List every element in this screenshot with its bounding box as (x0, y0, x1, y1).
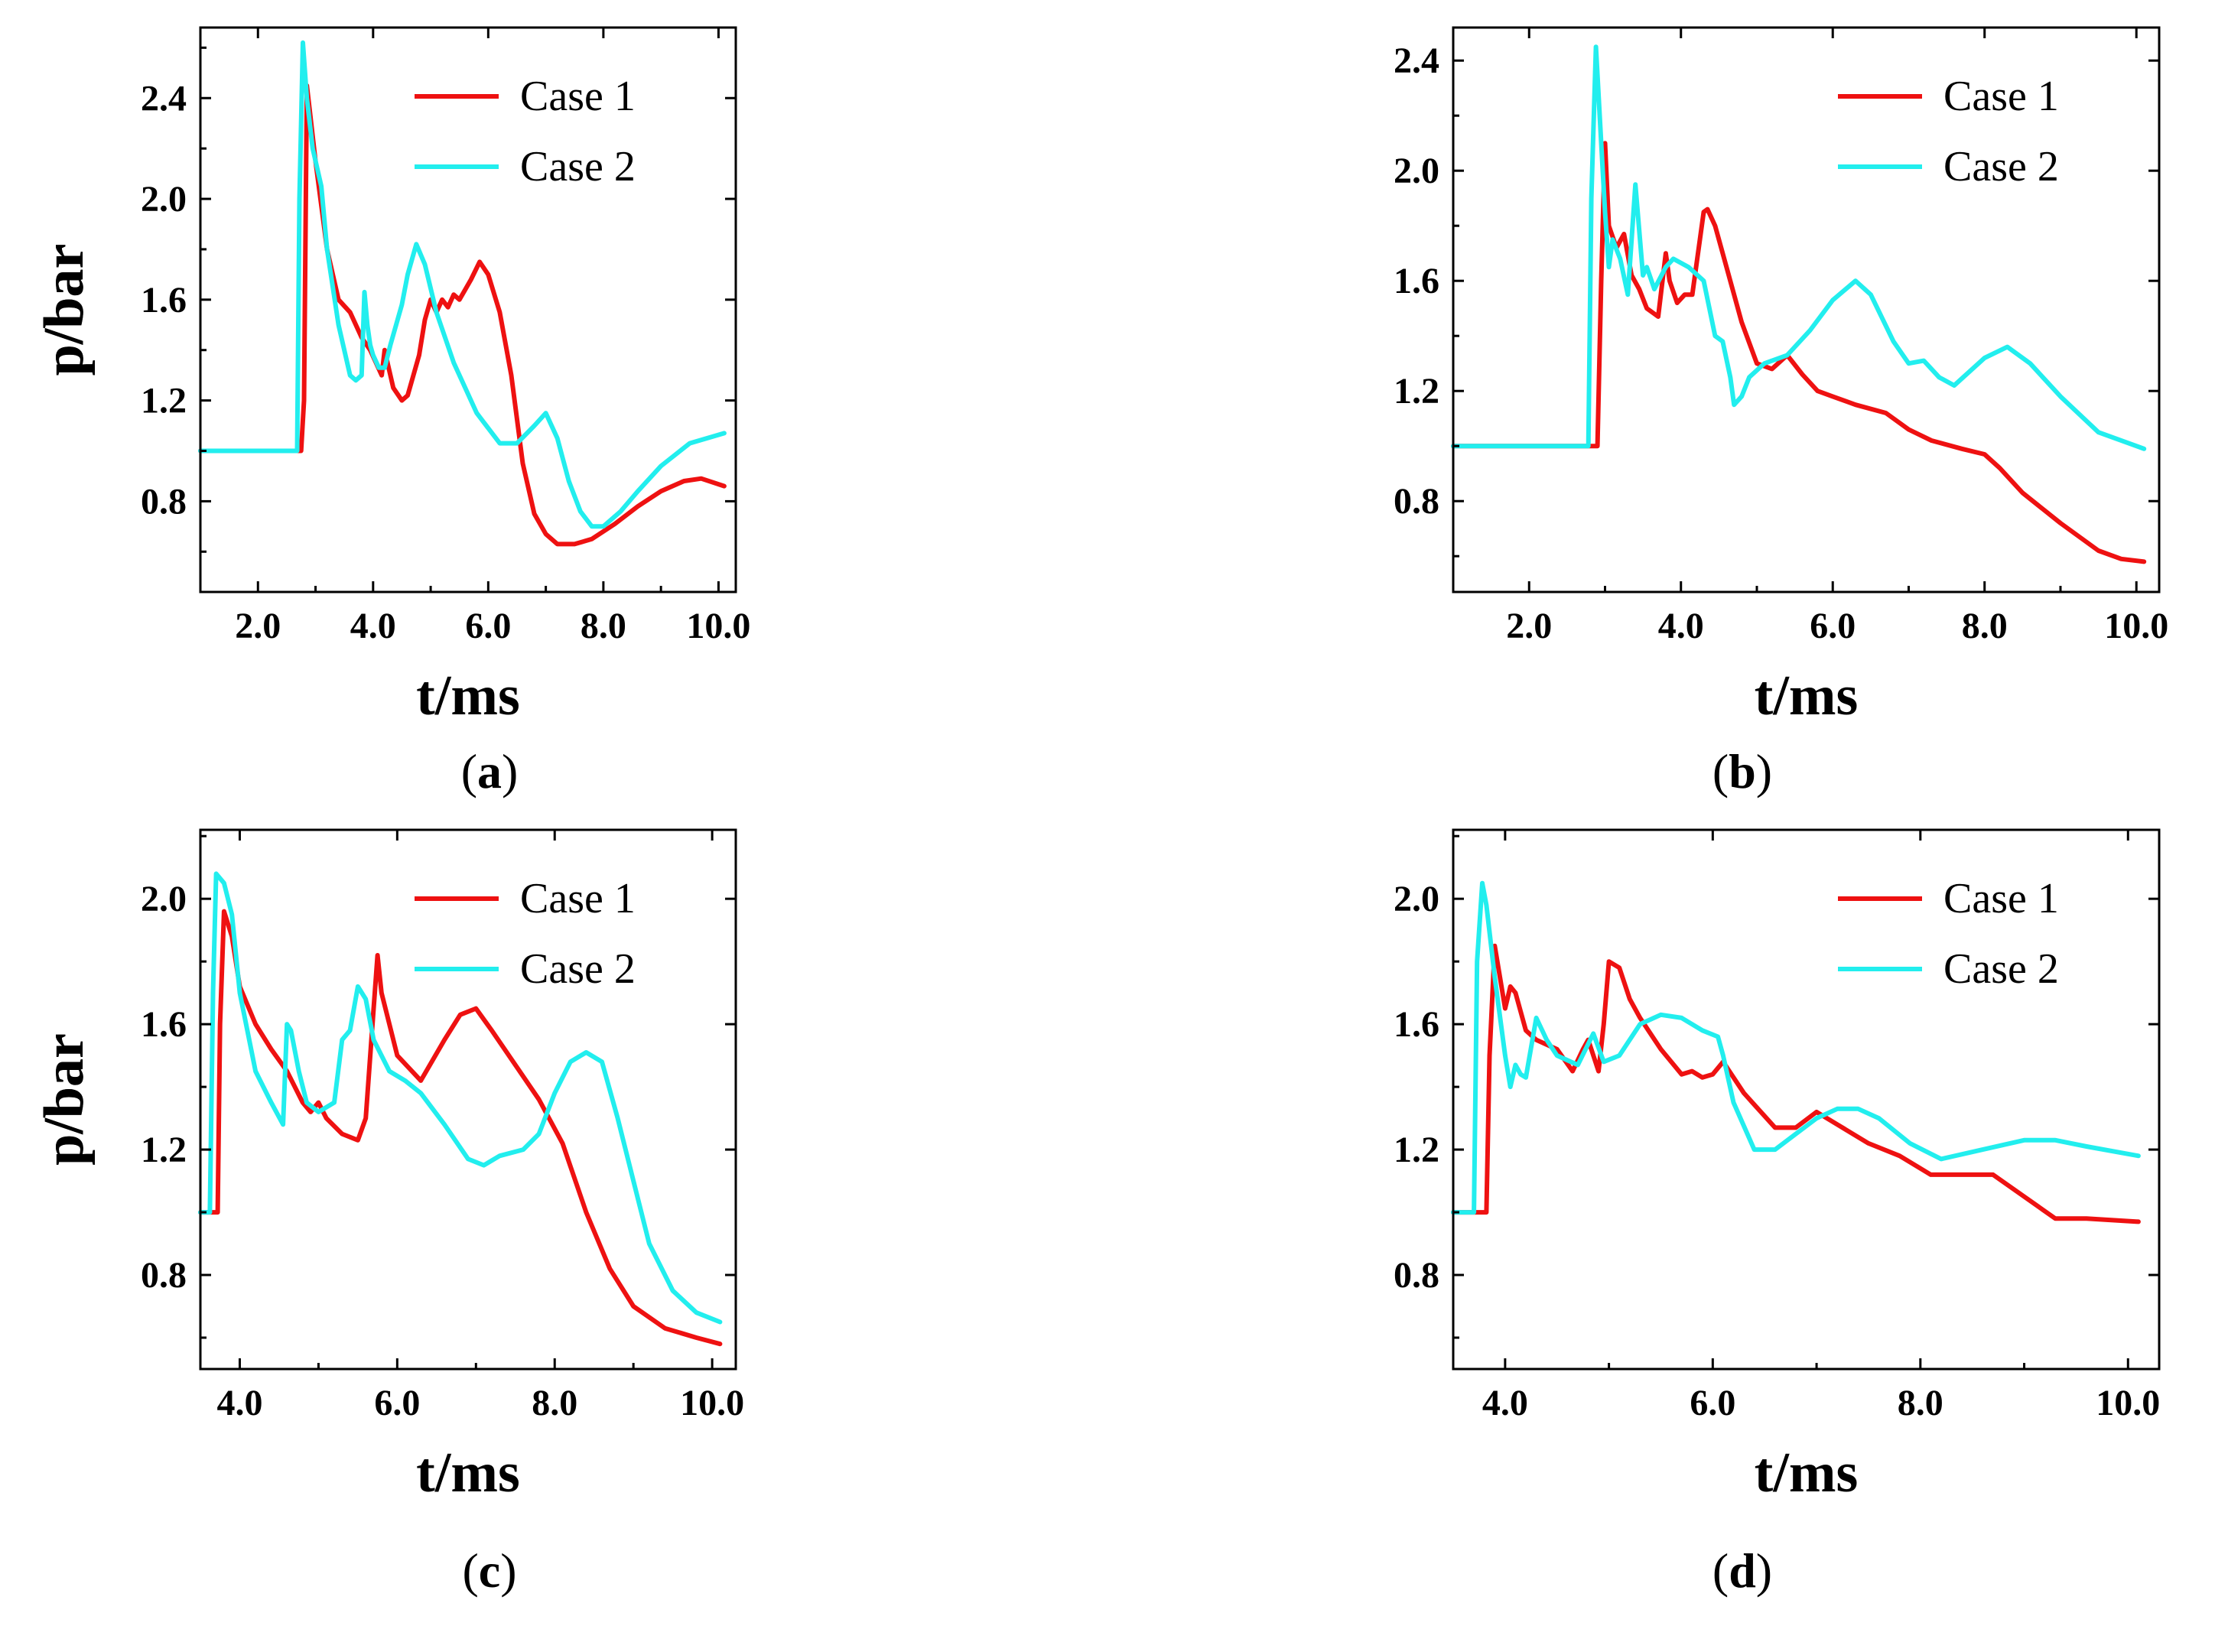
y-axis-label: p/bar (33, 244, 96, 376)
x-tick-label: 6.0 (374, 1383, 420, 1423)
caption-letter: a (477, 744, 502, 798)
y-axis-label: p/bar (33, 244, 96, 376)
legend-label-2: Case 2 (520, 945, 636, 993)
caption-close-paren: ) (500, 1543, 516, 1598)
x-tick-label: 10.0 (2096, 1383, 2160, 1423)
caption-letter: c (479, 1543, 500, 1598)
y-axis-label: p/bar (33, 1033, 96, 1166)
x-tick-label: 8.0 (581, 606, 626, 646)
legend: Case 1 Case 2 (415, 73, 636, 190)
chart-panel-d: 4.0 6.0 8.0 10.0 0.8 1.2 1.6 2.0 t/ms p/bar Case 1… (33, 828, 2161, 1598)
y-tick-label: 1.2 (141, 1130, 187, 1170)
plot-frame (1452, 828, 2161, 1371)
x-tick-label: 6.0 (1810, 606, 1856, 646)
x-tick-label: 4.0 (1482, 1383, 1528, 1423)
legend: Case 1 Case 2 (1838, 875, 2059, 993)
panel-caption: (d) (1712, 1543, 1772, 1598)
x-tick-label: 8.0 (532, 1383, 577, 1423)
y-tick-label: 2.0 (141, 179, 187, 220)
y-tick-label: 2.4 (141, 78, 187, 119)
legend-label-1: Case 1 (520, 73, 636, 120)
y-tick-label: 1.6 (141, 1004, 187, 1045)
caption-close-paren: ) (502, 744, 518, 798)
plot-frame (1452, 26, 2161, 593)
chart-panel-b: 2.0 4.0 6.0 8.0 10.0 0.8 1.2 1.6 2.0 2.4 t/ms p/bar… (33, 26, 2168, 798)
x-tick-label: 6.0 (1690, 1383, 1735, 1423)
caption-close-paren: ) (1756, 1543, 1772, 1598)
x-axis-label: t/ms (1755, 665, 1859, 727)
legend-label-1: Case 1 (520, 875, 636, 922)
series-line-1 (198, 909, 723, 1347)
legend-label-2: Case 2 (520, 143, 636, 190)
x-tick-label: 10.0 (680, 1383, 744, 1423)
caption-open-paren: ( (1712, 744, 1729, 798)
x-tick-label: 6.0 (465, 606, 511, 646)
y-tick-label: 2.4 (1394, 41, 1439, 81)
chart-panel-c: 4.0 6.0 8.0 10.0 0.8 1.2 1.6 2.0 t/ms p/bar Case 1… (33, 828, 744, 1598)
series-line-1 (1451, 943, 2141, 1224)
y-tick-label: 2.0 (1394, 151, 1439, 191)
series-line-2 (198, 871, 723, 1325)
panels: 2.0 4.0 6.0 8.0 10.0 0.8 1.2 1.6 2.0 2.4 t/ms p/bar… (33, 26, 2168, 1598)
caption-close-paren: ) (1756, 744, 1772, 798)
series-line-2 (1451, 44, 2147, 451)
y-tick-label: 0.8 (1394, 481, 1439, 522)
y-tick-label: 1.6 (1394, 261, 1439, 301)
y-tick-label: 1.6 (141, 280, 187, 320)
x-axis-label: t/ms (416, 1442, 520, 1504)
y-tick-label: 1.6 (1394, 1004, 1439, 1045)
y-tick-label: 0.8 (1394, 1255, 1439, 1296)
y-tick-label: 1.2 (1394, 1130, 1439, 1170)
y-tick-label: 0.8 (141, 481, 187, 522)
x-tick-label: 8.0 (1898, 1383, 1943, 1423)
y-tick-label: 0.8 (141, 1255, 187, 1296)
caption-letter: b (1729, 744, 1756, 798)
y-tick-label: 1.2 (1394, 371, 1439, 411)
plot-frame (199, 828, 737, 1371)
panel-caption: (c) (462, 1543, 516, 1598)
series-line-1 (1451, 141, 2147, 564)
panel-caption: (a) (461, 744, 519, 798)
x-tick-label: 10.0 (2104, 606, 2168, 646)
x-axis-label: t/ms (1755, 1442, 1859, 1504)
x-tick-label: 4.0 (350, 606, 396, 646)
series-line-2 (198, 40, 727, 529)
x-tick-label: 2.0 (1506, 606, 1552, 646)
x-tick-label: 10.0 (686, 606, 750, 646)
legend-label-1: Case 1 (1943, 875, 2059, 922)
caption-open-paren: ( (462, 1543, 478, 1598)
legend-label-2: Case 2 (1943, 945, 2059, 993)
x-tick-label: 4.0 (216, 1383, 262, 1423)
x-tick-label: 4.0 (1658, 606, 1704, 646)
y-tick-label: 1.2 (141, 381, 187, 421)
x-tick-label: 8.0 (1962, 606, 2008, 646)
legend-label-1: Case 1 (1943, 73, 2059, 120)
y-axis-label: p/bar (33, 1033, 96, 1166)
chart-panel-a: 2.0 4.0 6.0 8.0 10.0 0.8 1.2 1.6 2.0 2.4 t/ms p/bar… (33, 26, 750, 798)
caption-open-paren: ( (1712, 1543, 1729, 1598)
caption-open-paren: ( (461, 744, 477, 798)
x-tick-label: 2.0 (235, 606, 281, 646)
legend-label-2: Case 2 (1943, 143, 2059, 190)
caption-letter: d (1729, 1543, 1756, 1598)
panel-caption: (b) (1712, 744, 1772, 798)
series-line-2 (1451, 880, 2141, 1215)
legend: Case 1 Case 2 (1838, 73, 2059, 190)
x-axis-label: t/ms (416, 665, 520, 727)
plot-frame (199, 26, 737, 593)
legend: Case 1 Case 2 (415, 875, 636, 993)
y-tick-label: 2.0 (141, 879, 187, 919)
y-tick-label: 2.0 (1394, 879, 1439, 919)
